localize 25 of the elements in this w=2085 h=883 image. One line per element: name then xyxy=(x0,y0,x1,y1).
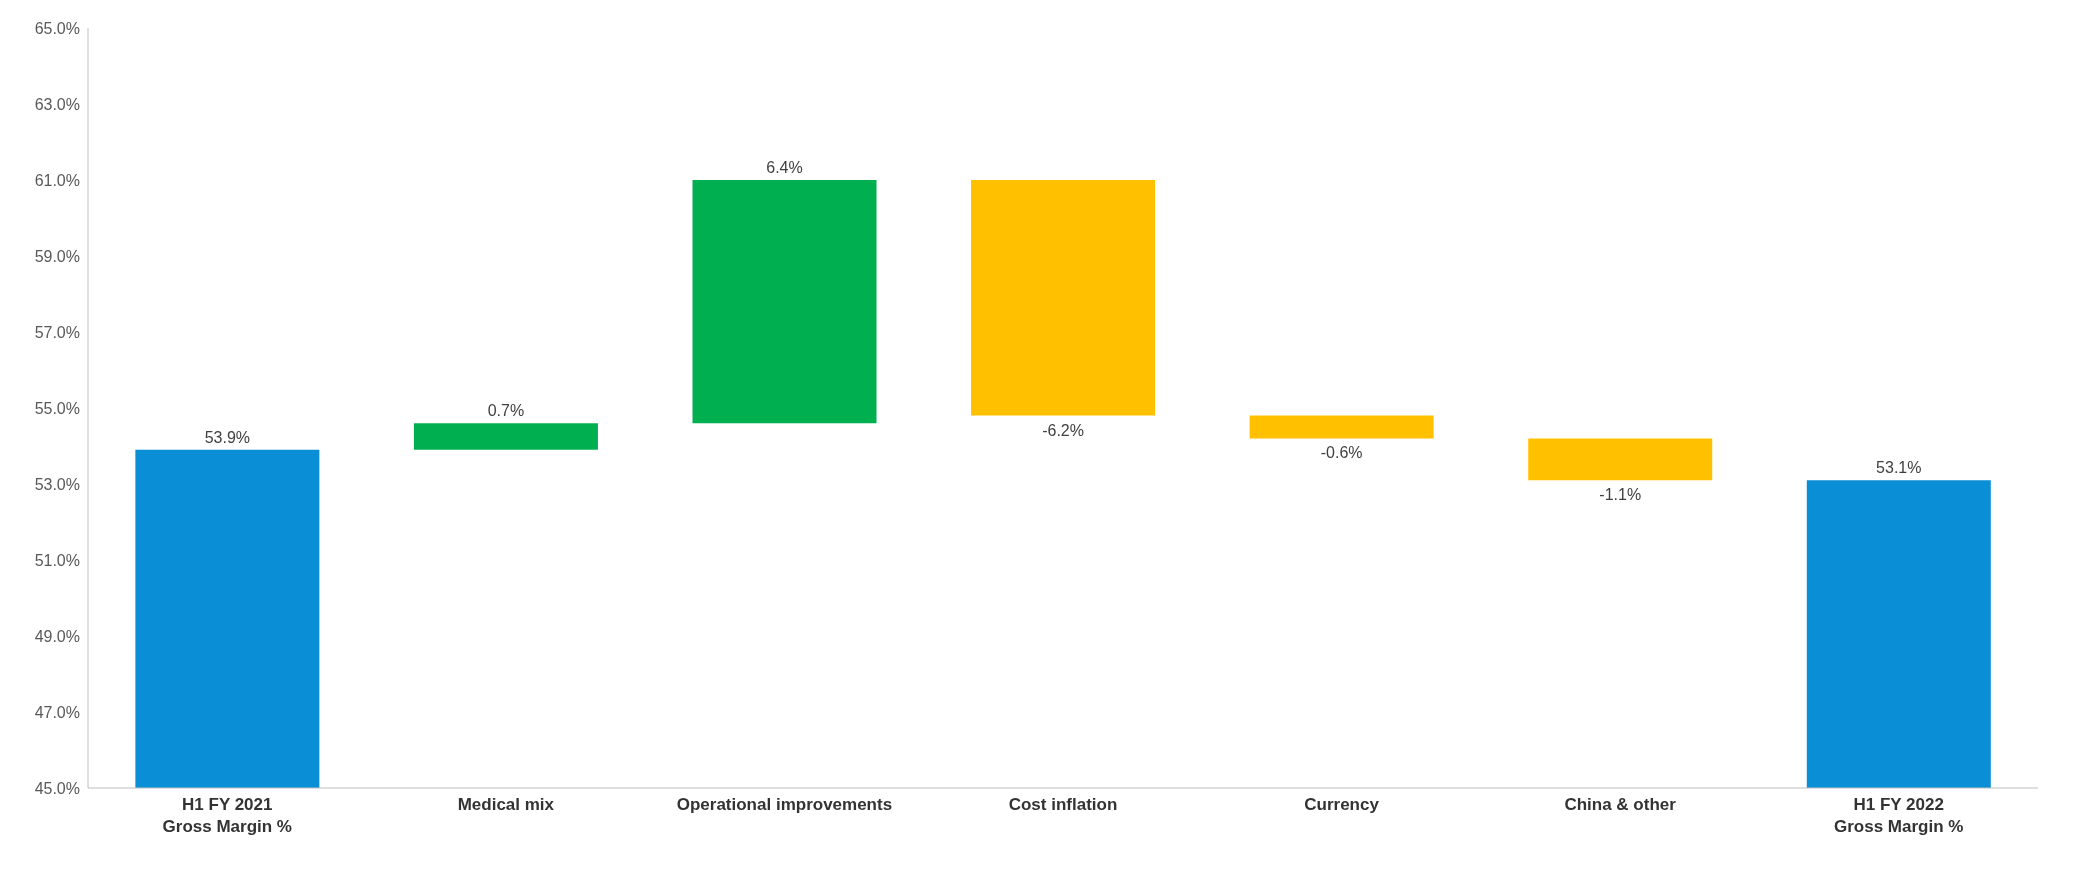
data-label: -0.6% xyxy=(1320,444,1363,462)
x-tick-label: H1 FY 2022 Gross Margin % xyxy=(1834,795,1964,836)
data-label: 53.9% xyxy=(204,428,251,446)
y-tick-label: 65.0% xyxy=(34,19,80,37)
y-tick-label: 59.0% xyxy=(34,247,80,265)
y-tick-label: 57.0% xyxy=(34,323,80,341)
y-tick-label: 53.0% xyxy=(34,475,80,493)
y-tick-label: 61.0% xyxy=(34,171,80,189)
x-tick-label: Medical mix xyxy=(457,795,555,814)
y-tick-label: 63.0% xyxy=(34,95,80,113)
data-label: -1.1% xyxy=(1599,486,1642,504)
x-tick-label: H1 FY 2021 Gross Margin % xyxy=(162,795,292,836)
data-label: 0.7% xyxy=(487,402,525,420)
x-tick-label: China & other xyxy=(1564,795,1677,814)
data-label: 53.1% xyxy=(1876,459,1922,477)
y-tick-label: 47.0% xyxy=(34,703,80,721)
y-tick-label: 45.0% xyxy=(34,779,80,797)
x-tick-label: Currency xyxy=(1304,795,1380,814)
data-label: -6.2% xyxy=(1042,421,1084,439)
y-tick-label: 51.0% xyxy=(34,551,80,569)
y-tick-label: 49.0% xyxy=(34,627,80,645)
y-tick-label: 55.0% xyxy=(34,399,80,417)
x-tick-label: Cost inflation xyxy=(1008,795,1118,814)
x-tick-label: Operational improvements xyxy=(676,795,893,814)
data-label: 6.4% xyxy=(766,159,803,176)
